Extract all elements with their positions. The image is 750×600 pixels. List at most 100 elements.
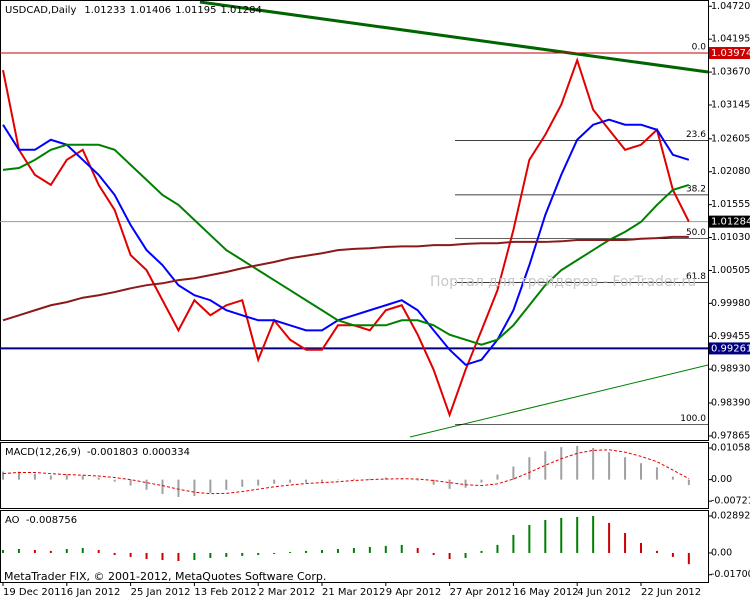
- macd-bar: [592, 447, 595, 480]
- x-tick-label: 4 Jun 2012: [577, 587, 631, 598]
- macd-bar: [145, 479, 148, 490]
- header-value: -0.001803: [87, 447, 138, 458]
- moving-line: [2, 118, 690, 366]
- ohlc-value: 1.01195: [175, 5, 216, 16]
- macd-bar: [81, 475, 84, 480]
- macd-bar: [544, 451, 547, 480]
- panel-frame: [0, 442, 709, 509]
- ohlc-value: 1.01233: [84, 5, 125, 16]
- macd-bar: [416, 479, 419, 481]
- ao-bar: [2, 550, 4, 553]
- trend-line: [409, 364, 709, 438]
- x-tick-label: 19 Dec 2011: [3, 587, 67, 598]
- ao-bar: [177, 552, 180, 562]
- ao-bar: [81, 547, 84, 553]
- ao-bar: [161, 552, 164, 561]
- moving-line: [2, 235, 689, 322]
- ao-bar: [592, 516, 595, 553]
- ao-bar: [448, 552, 451, 559]
- header-value: 0.000334: [142, 447, 190, 458]
- ao-bar: [624, 533, 627, 553]
- macd-bar: [432, 479, 435, 485]
- ao-bar: [257, 552, 260, 556]
- ao-bar: [687, 552, 690, 565]
- ao-bar: [17, 549, 20, 553]
- y-tick-label: 1.01555: [711, 199, 750, 210]
- macd-bar: [289, 479, 292, 483]
- panel-frame: [0, 510, 709, 583]
- ao-bar: [384, 545, 387, 553]
- macd-bar: [2, 471, 4, 480]
- panel-header: USDCAD,Daily 1.01233 1.01406 1.01195 1.01284: [5, 5, 262, 16]
- macd-bar: [241, 479, 244, 487]
- macd-bar: [49, 475, 52, 480]
- panel-header: AO -0.008756: [5, 515, 77, 526]
- macd-bar: [368, 478, 371, 480]
- y-tick-label: 1.02605: [711, 133, 750, 144]
- symbol: USDCAD,Daily: [5, 5, 76, 16]
- ao-bar: [640, 542, 642, 553]
- ao-bar: [432, 552, 435, 556]
- macd-bar: [528, 457, 531, 480]
- y-tick-label: 0.98390: [711, 398, 750, 409]
- macd-bar: [624, 457, 627, 480]
- y-tick-label: 0.00: [711, 474, 732, 485]
- panel-header: MACD(12,26,9) -0.001803 0.000334: [5, 447, 190, 458]
- x-tick-label: 22 Jun 2012: [641, 587, 701, 598]
- x-tick-label: 16 May 2012: [513, 587, 578, 598]
- macd-bar: [448, 479, 451, 489]
- ao-bar: [528, 524, 531, 553]
- x-tick-label: 9 Apr 2012: [386, 587, 441, 598]
- price-tag: [709, 215, 750, 228]
- x-tick-label: 2 Mar 2012: [258, 587, 315, 598]
- ao-bar: [336, 549, 339, 553]
- macd-bar: [209, 479, 212, 493]
- macd-bar: [225, 479, 228, 490]
- ao-bar: [576, 516, 579, 553]
- y-tick-label: 0.98930: [711, 364, 750, 375]
- y-tick-label: 1.04720: [711, 1, 750, 12]
- ao-bar: [241, 552, 244, 556]
- ao-bar: [193, 552, 196, 561]
- ao-bar: [305, 550, 308, 553]
- ao-bar: [225, 552, 228, 557]
- price-tag: [709, 47, 750, 60]
- y-tick-label: 1.01030: [711, 232, 750, 243]
- header-value: -0.008756: [26, 515, 77, 526]
- ao-bar: [671, 552, 674, 557]
- x-tick-label: 6 Jan 2012: [67, 587, 121, 598]
- macd-bar: [177, 479, 180, 497]
- ao-bar: [65, 549, 68, 553]
- moving-line: [2, 57, 690, 418]
- fib-label: 50.0: [686, 228, 706, 238]
- y-tick-label: 0.028923: [711, 510, 750, 521]
- ao-bar: [464, 552, 467, 558]
- copyright: MetaTrader FIX, © 2001-2012, MetaQuotes …: [4, 570, 326, 583]
- y-tick-label: 1.03670: [711, 67, 750, 78]
- macd-bar: [33, 473, 36, 480]
- y-tick-label: 1.04195: [711, 34, 750, 45]
- ao-bar: [289, 551, 292, 553]
- ao-bar: [33, 550, 36, 553]
- ao-bar: [560, 517, 563, 553]
- macd-bar: [496, 474, 499, 480]
- macd-bar: [608, 452, 611, 480]
- macd-bar: [321, 479, 323, 482]
- panel-frame: [0, 0, 709, 441]
- macd-bar: [193, 479, 196, 497]
- ohlc-value: 1.01284: [220, 5, 261, 16]
- macd-bar: [655, 467, 658, 480]
- macd-bar: [257, 479, 260, 486]
- y-tick-label: 0.010582: [711, 443, 750, 454]
- ohlc-value: 1.01406: [130, 5, 171, 16]
- y-tick-label: 1.03145: [711, 99, 750, 110]
- ao-bar: [400, 544, 403, 553]
- macd-bar: [97, 477, 100, 480]
- panel-title: AO: [5, 515, 20, 526]
- y-tick-label: 1.00505: [711, 265, 750, 276]
- price-tag: [709, 342, 750, 355]
- y-tick-label: 0.99980: [711, 298, 750, 309]
- ao-bar: [496, 544, 499, 553]
